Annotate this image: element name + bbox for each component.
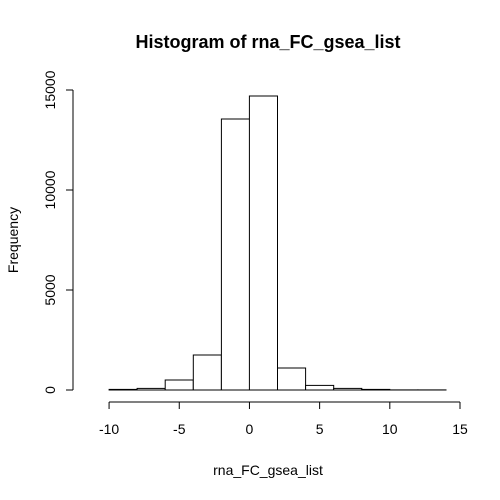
histogram-bar	[193, 355, 221, 390]
y-tick-label: 5000	[42, 274, 58, 305]
x-tick-label: 10	[382, 421, 398, 437]
x-tick-label: 0	[246, 421, 254, 437]
histogram-bar	[165, 380, 193, 390]
x-tick-label: 5	[316, 421, 324, 437]
histogram-bar	[362, 389, 390, 390]
y-tick-label: 10000	[42, 170, 58, 209]
chart-title: Histogram of rna_FC_gsea_list	[135, 32, 400, 52]
x-axis: -10 -5 0 5 10 15	[99, 402, 468, 437]
histogram-bar	[278, 368, 306, 390]
histogram-bar	[109, 389, 137, 390]
y-axis: 0 5000 10000 15000	[42, 70, 73, 394]
x-tick-label: 15	[452, 421, 468, 437]
y-axis-label: Frequency	[5, 207, 21, 273]
histogram-bar	[221, 119, 249, 390]
histogram-bar	[334, 388, 362, 390]
histogram-bar	[306, 385, 334, 390]
histogram-bar	[137, 388, 165, 390]
x-tick-label: -5	[173, 421, 186, 437]
histogram-bar	[249, 96, 277, 390]
y-tick-label: 0	[42, 386, 58, 394]
x-axis-label: rna_FC_gsea_list	[213, 462, 323, 478]
x-tick-label: -10	[99, 421, 119, 437]
histogram-bars	[109, 96, 446, 390]
y-tick-label: 15000	[42, 70, 58, 109]
